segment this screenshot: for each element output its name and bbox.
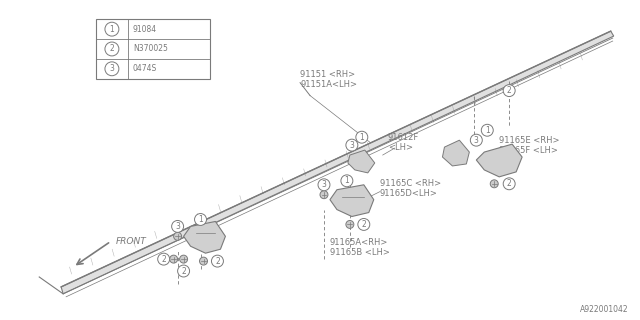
Bar [96,19,211,79]
Text: 91165F <LH>: 91165F <LH> [499,146,558,155]
Text: 1: 1 [360,133,364,142]
Text: 91165E <RH>: 91165E <RH> [499,136,560,145]
Circle shape [320,191,328,199]
Circle shape [105,62,119,76]
Text: 3: 3 [175,222,180,231]
Circle shape [346,139,358,151]
Text: 91084: 91084 [133,25,157,34]
Circle shape [173,232,182,240]
Polygon shape [330,185,374,217]
Text: 1: 1 [109,25,115,34]
Text: 3: 3 [109,64,115,73]
Text: 2: 2 [507,86,511,95]
Text: 1: 1 [344,176,349,185]
Text: 2: 2 [181,267,186,276]
Polygon shape [61,31,614,294]
Text: 1: 1 [198,215,203,224]
Text: 2: 2 [215,257,220,266]
Text: A922001042: A922001042 [580,305,628,314]
Circle shape [490,180,498,188]
Circle shape [105,42,119,56]
Circle shape [503,178,515,190]
Polygon shape [442,140,469,166]
Circle shape [172,220,184,232]
Circle shape [470,134,483,146]
Text: 91165D<LH>: 91165D<LH> [380,189,438,198]
Circle shape [157,253,170,265]
Text: 3: 3 [321,180,326,189]
Text: 2: 2 [109,44,115,53]
Polygon shape [476,144,522,177]
Circle shape [200,257,207,265]
Text: 3: 3 [474,136,479,145]
Circle shape [346,220,354,228]
Polygon shape [348,150,375,173]
Circle shape [318,179,330,191]
Circle shape [195,213,207,225]
Text: 91165B <LH>: 91165B <LH> [330,248,390,257]
Text: 1: 1 [485,126,490,135]
Circle shape [358,219,370,230]
Circle shape [105,22,119,36]
Text: 2: 2 [507,179,511,188]
Text: <LH>: <LH> [388,143,413,152]
Circle shape [178,265,189,277]
Text: 2: 2 [362,220,366,229]
Text: FRONT: FRONT [116,237,147,246]
Circle shape [170,255,178,263]
Text: 0474S: 0474S [133,64,157,73]
Text: 2: 2 [161,255,166,264]
Text: 91165A<RH>: 91165A<RH> [330,238,388,247]
Circle shape [356,131,368,143]
Text: 91612F: 91612F [388,133,419,142]
Text: N370025: N370025 [133,44,168,53]
Circle shape [341,175,353,187]
Text: 91151A<LH>: 91151A<LH> [300,80,357,89]
Text: 91151 <RH>: 91151 <RH> [300,70,355,79]
Circle shape [180,255,188,263]
Text: 91165C <RH>: 91165C <RH> [380,179,441,188]
Circle shape [481,124,493,136]
Text: 3: 3 [349,140,355,150]
Circle shape [503,85,515,97]
Circle shape [211,255,223,267]
Polygon shape [184,221,225,253]
